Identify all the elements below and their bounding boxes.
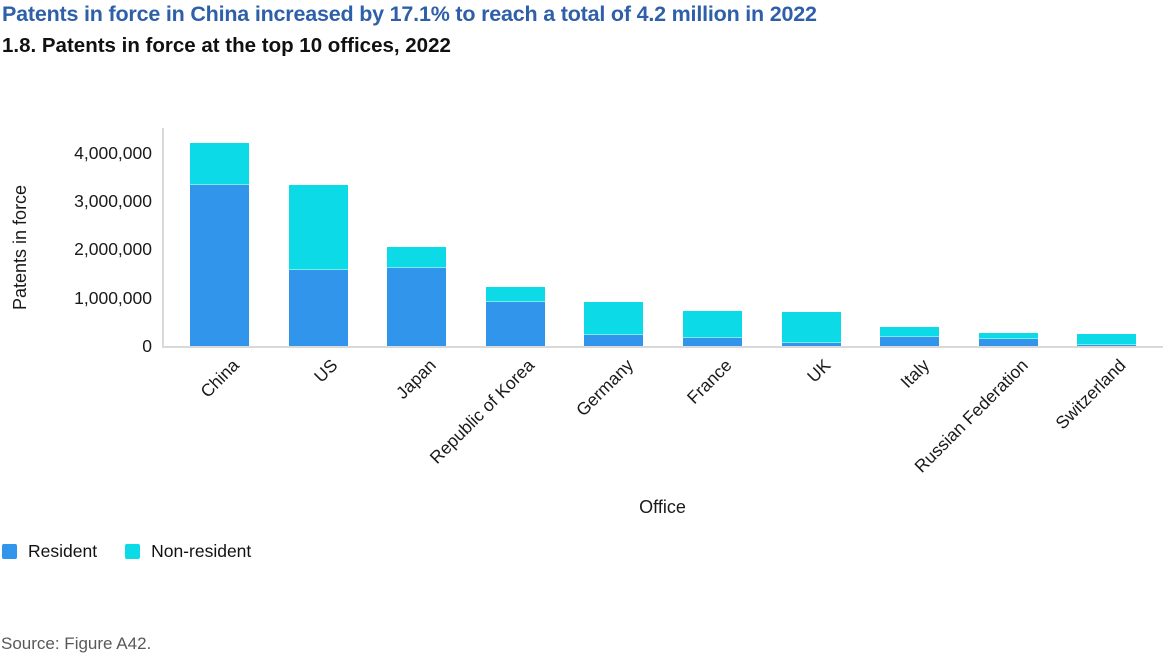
bar-segment-non-resident[interactable]	[781, 312, 841, 343]
resident-swatch-icon	[2, 544, 17, 559]
bar-segment-resident[interactable]	[880, 337, 940, 346]
bar-segment-non-resident[interactable]	[1077, 333, 1137, 345]
x-category-label: China	[196, 355, 243, 402]
y-tick-label: 1,000,000	[74, 287, 152, 308]
x-category-label: France	[682, 355, 736, 408]
bar-segment-resident[interactable]	[978, 339, 1038, 346]
non-resident-swatch-icon	[125, 544, 141, 559]
y-tick-label: 4,000,000	[74, 142, 152, 163]
y-axis-title: Patents in force	[10, 184, 30, 310]
legend-label-non-resident: Non-resident	[151, 541, 252, 561]
x-category-label: Germany	[572, 355, 638, 421]
bar-segment-non-resident[interactable]	[584, 302, 644, 335]
source-note: Source: Figure A42.	[1, 634, 152, 653]
bar-segment-non-resident[interactable]	[190, 142, 249, 185]
x-category-label: US	[309, 355, 342, 387]
bar-germany[interactable]	[584, 302, 644, 346]
legend-item-resident[interactable]: Resident	[2, 541, 97, 562]
x-axis-title: Office	[639, 497, 686, 517]
bar-segment-non-resident[interactable]	[387, 247, 447, 268]
bar-uk[interactable]	[781, 312, 841, 346]
bar-segment-resident[interactable]	[584, 334, 644, 346]
x-category-label: UK	[802, 355, 835, 387]
x-category-label: Switzerland	[1051, 355, 1131, 434]
bar-us[interactable]	[288, 185, 348, 346]
figure-title: 1.8. Patents in force at the top 10 offi…	[2, 34, 451, 57]
bar-switzerland[interactable]	[1077, 333, 1137, 346]
bar-segment-resident[interactable]	[1077, 344, 1137, 346]
bar-russian-federation[interactable]	[978, 332, 1038, 346]
y-tick-label: 3,000,000	[74, 190, 152, 211]
legend-label-resident: Resident	[28, 541, 98, 561]
bar-segment-non-resident[interactable]	[978, 332, 1038, 340]
bar-segment-resident[interactable]	[683, 338, 742, 346]
bar-segment-non-resident[interactable]	[880, 327, 940, 338]
x-category-label: Japan	[391, 355, 440, 403]
x-category-label: Italy	[895, 355, 933, 392]
bar-segment-resident[interactable]	[485, 301, 545, 346]
bar-republic-of-korea[interactable]	[485, 287, 545, 346]
bar-italy[interactable]	[880, 327, 940, 346]
bar-segment-non-resident[interactable]	[485, 287, 545, 302]
bar-segment-non-resident[interactable]	[683, 310, 742, 339]
x-axis-line	[162, 346, 1163, 348]
y-tick-label: 2,000,000	[74, 239, 152, 260]
bar-segment-resident[interactable]	[190, 184, 249, 346]
bar-china[interactable]	[190, 142, 249, 346]
bar-segment-non-resident[interactable]	[288, 185, 348, 271]
page-headline: Patents in force in China increased by 1…	[2, 2, 817, 26]
bar-segment-resident[interactable]	[387, 267, 447, 346]
y-tick-label: 0	[142, 336, 152, 356]
bar-japan[interactable]	[387, 247, 447, 346]
y-axis-line	[162, 128, 164, 346]
chart-legend: Resident Non-resident	[2, 541, 251, 562]
x-category-label: Republic of Korea	[425, 355, 539, 468]
bar-segment-resident[interactable]	[781, 342, 841, 346]
bar-france[interactable]	[683, 310, 742, 346]
legend-item-non-resident[interactable]: Non-resident	[125, 541, 251, 562]
bar-segment-resident[interactable]	[288, 270, 348, 346]
